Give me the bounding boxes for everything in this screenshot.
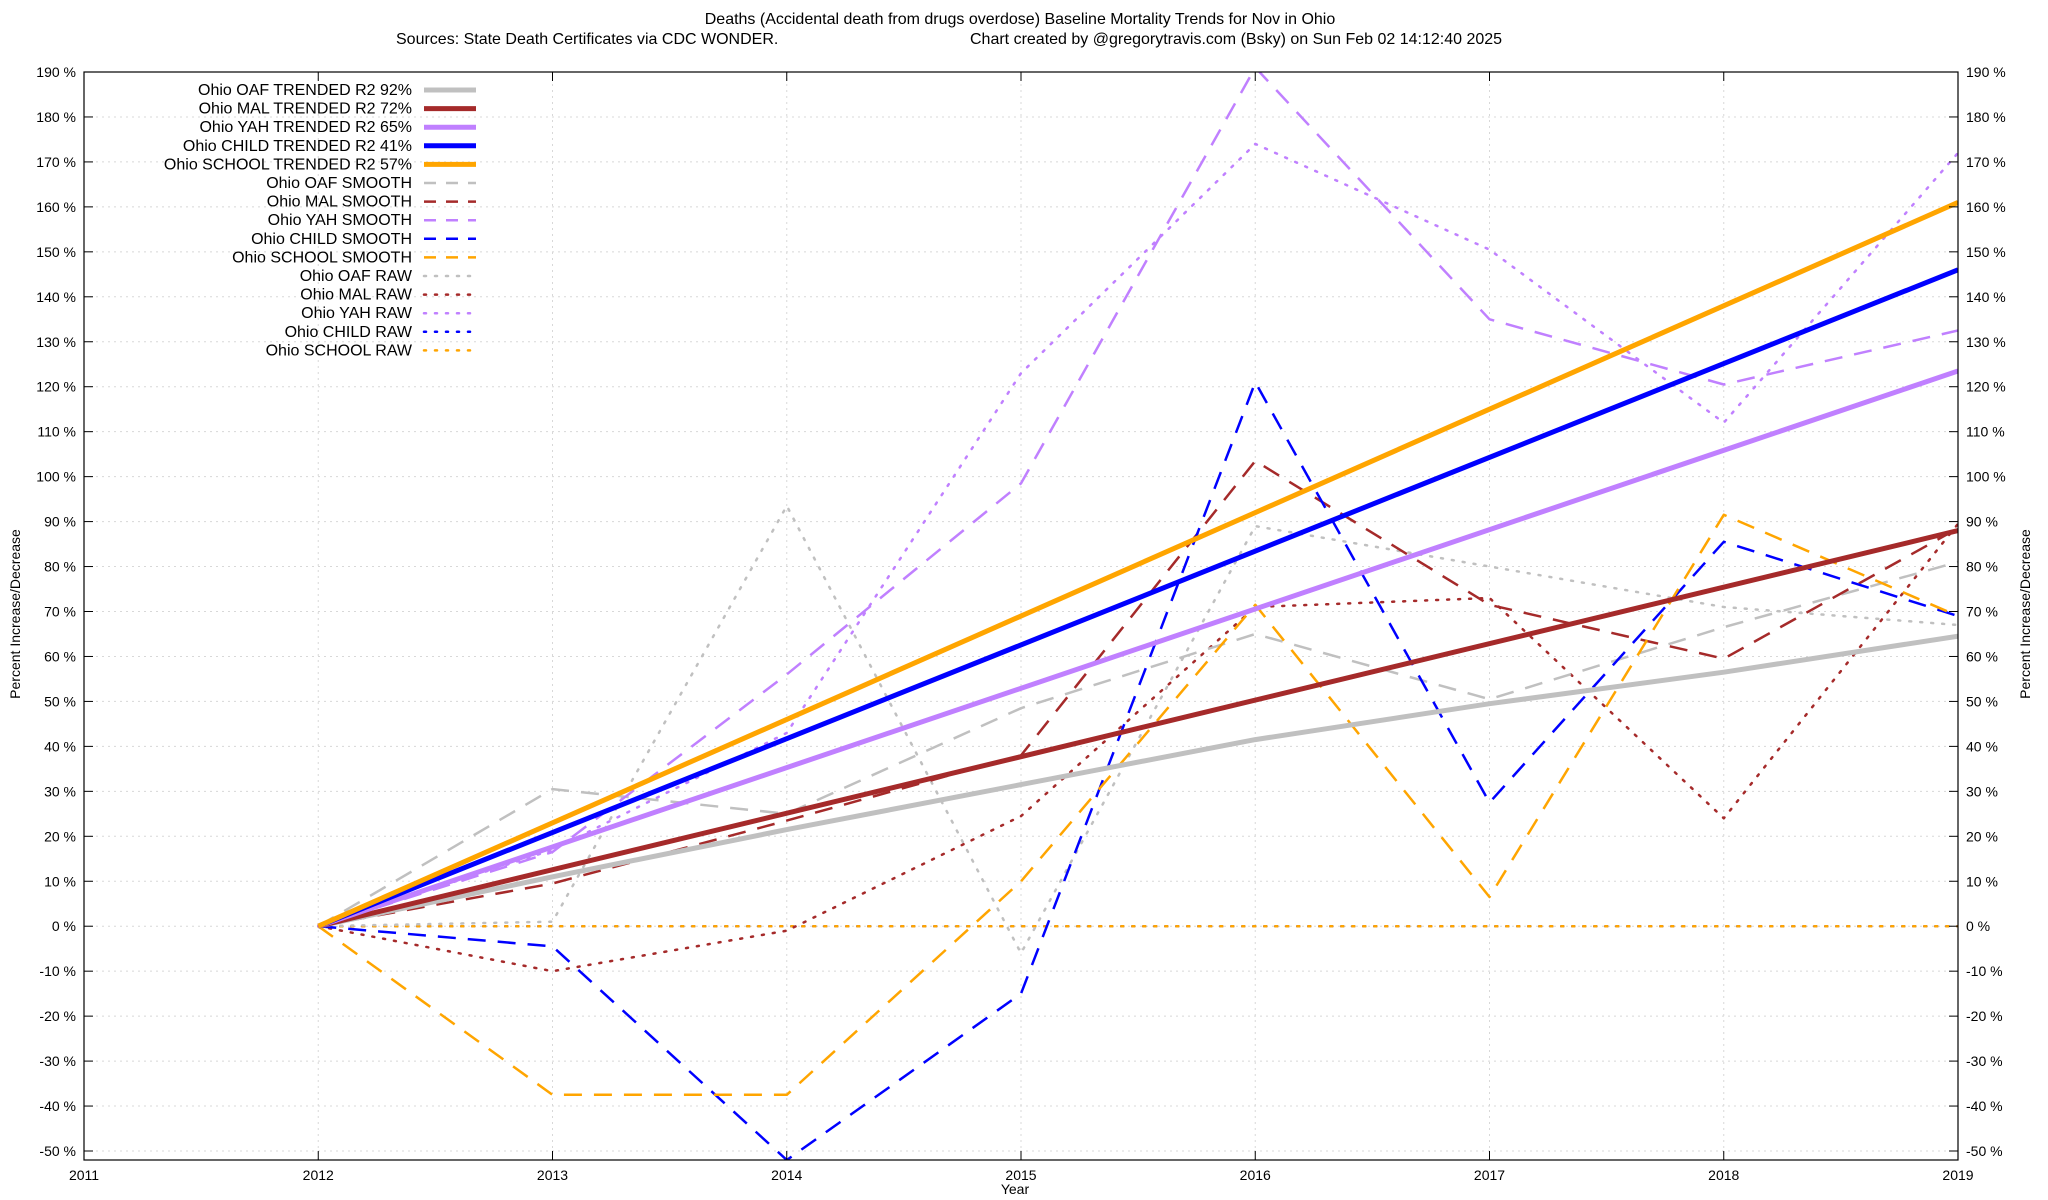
- legend-label: Ohio CHILD SMOOTH: [251, 231, 412, 248]
- y-tick-label-right: -40 %: [1966, 1098, 2003, 1114]
- y-tick-label-right: -10 %: [1966, 963, 2003, 979]
- series-line: [317, 368, 1958, 929]
- y-tick-label: 10 %: [44, 873, 76, 889]
- y-tick-label-right: 160 %: [1966, 199, 2006, 215]
- y-tick-label-right: 100 %: [1966, 469, 2006, 485]
- y-tick-label-right: 180 %: [1966, 109, 2006, 125]
- legend-label: Ohio MAL RAW: [300, 287, 413, 304]
- y-tick-label-right: 130 %: [1966, 334, 2006, 350]
- x-axis-label: Year: [1001, 1181, 1030, 1197]
- y-tick-label: 40 %: [44, 738, 76, 754]
- y-tick-label: 150 %: [36, 244, 76, 260]
- chart-subtitle-left: Sources: State Death Certificates via CD…: [396, 31, 778, 48]
- y-tick-label: 110 %: [37, 424, 76, 440]
- y-tick-label: 120 %: [36, 379, 76, 395]
- series-line: [317, 633, 1958, 929]
- legend-label: Ohio SCHOOL TRENDED R2 57%: [164, 156, 412, 173]
- axis-ticks: -50 % -50 % -40 % -40 % -30 % -30 % -20 % -20 %…: [36, 64, 2005, 1183]
- y-tick-label: 180 %: [36, 109, 76, 125]
- y-tick-label: 100 %: [36, 469, 76, 485]
- legend-label: Ohio CHILD TRENDED R2 41%: [183, 138, 412, 155]
- legend-label: Ohio OAF SMOOTH: [266, 175, 412, 192]
- y-tick-label: -50 %: [39, 1143, 76, 1159]
- legend-label: Ohio CHILD RAW: [285, 324, 413, 341]
- y-tick-label: -40 %: [39, 1098, 76, 1114]
- y-tick-label-right: 30 %: [1966, 783, 1998, 799]
- y-tick-label: 70 %: [44, 604, 76, 620]
- y-tick-label: 160 %: [36, 199, 76, 215]
- legend-label: Ohio OAF RAW: [300, 268, 413, 285]
- y-axis-label-left: Percent Increase/Decrease: [7, 529, 23, 699]
- y-tick-label-right: 90 %: [1966, 514, 1998, 530]
- x-tick-label: 2011: [69, 1167, 99, 1183]
- x-tick-label: 2012: [303, 1167, 334, 1183]
- x-tick-label: 2019: [1942, 1167, 1973, 1183]
- series-line: [317, 513, 1958, 1097]
- series-line: [318, 459, 1958, 928]
- legend: Ohio OAF TRENDED R2 92% Ohio MAL TRENDED …: [164, 82, 478, 359]
- legend-label: Ohio OAF TRENDED R2 92%: [198, 82, 412, 99]
- y-tick-label-right: 120 %: [1966, 379, 2006, 395]
- series-line: [317, 200, 1958, 929]
- chart-title: Deaths (Accidental death from drugs over…: [705, 11, 1336, 28]
- y-tick-label: 90 %: [44, 514, 76, 530]
- y-tick-label: 130 %: [36, 334, 76, 350]
- x-tick-label: 2015: [1005, 1167, 1036, 1183]
- y-tick-label: 80 %: [44, 559, 76, 575]
- legend-label: Ohio MAL TRENDED R2 72%: [199, 101, 412, 118]
- x-tick-label: 2014: [771, 1167, 802, 1183]
- series-line: [317, 72, 1958, 928]
- y-tick-label-right: 150 %: [1966, 244, 2006, 260]
- y-axis-label-right: Percent Increase/Decrease: [2017, 529, 2033, 699]
- y-tick-label-right: -20 %: [1966, 1008, 2003, 1024]
- y-tick-label-right: -30 %: [1966, 1053, 2003, 1069]
- y-tick-label: 30 %: [44, 783, 76, 799]
- y-tick-label: 50 %: [44, 693, 76, 709]
- y-tick-label-right: 60 %: [1966, 648, 1998, 664]
- legend-label: Ohio SCHOOL RAW: [266, 342, 413, 359]
- legend-label: Ohio YAH SMOOTH: [268, 212, 412, 229]
- series-line: [317, 267, 1958, 929]
- y-tick-label-right: 20 %: [1966, 828, 1998, 844]
- y-tick-label-right: 0 %: [1966, 918, 1990, 934]
- y-tick-label-right: 70 %: [1966, 604, 1998, 620]
- y-tick-label-right: -50 %: [1966, 1143, 2003, 1159]
- series-line: [317, 528, 1958, 929]
- y-tick-label: 170 %: [36, 154, 76, 170]
- y-tick-label-right: 170 %: [1966, 154, 2006, 170]
- series-line: [317, 522, 1958, 973]
- y-tick-label-right: 190 %: [1966, 64, 2006, 80]
- chart-subtitle-right: Chart created by @gregorytravis.com (Bsk…: [970, 31, 1502, 48]
- x-tick-label: 2013: [537, 1167, 568, 1183]
- y-tick-label-right: 10 %: [1966, 873, 1998, 889]
- x-tick-label: 2018: [1708, 1167, 1739, 1183]
- y-tick-label: 60 %: [44, 648, 76, 664]
- series-lines: [317, 72, 1958, 1160]
- legend-label: Ohio YAH RAW: [301, 305, 413, 322]
- y-tick-label: 190 %: [36, 64, 76, 80]
- y-tick-label: 140 %: [36, 289, 76, 305]
- y-tick-label-right: 80 %: [1966, 559, 1998, 575]
- legend-label: Ohio MAL SMOOTH: [267, 194, 412, 211]
- series-line: [318, 380, 1958, 1160]
- y-tick-label-right: 40 %: [1966, 738, 1998, 754]
- y-tick-label-right: 110 %: [1966, 424, 2005, 440]
- y-tick-label: 20 %: [44, 828, 76, 844]
- legend-label: Ohio YAH TRENDED R2 65%: [199, 119, 412, 136]
- y-tick-label: -20 %: [39, 1008, 76, 1024]
- legend-label: Ohio SCHOOL SMOOTH: [232, 249, 412, 266]
- series-line: [317, 142, 1958, 928]
- series-line: [317, 560, 1958, 928]
- y-tick-label-right: 140 %: [1966, 289, 2006, 305]
- y-tick-label: 0 %: [52, 918, 76, 934]
- x-tick-label: 2016: [1240, 1167, 1271, 1183]
- y-tick-label: -30 %: [39, 1053, 76, 1069]
- y-tick-label-right: 50 %: [1966, 693, 1998, 709]
- x-tick-label: 2017: [1474, 1167, 1505, 1183]
- y-tick-label: -10 %: [39, 963, 76, 979]
